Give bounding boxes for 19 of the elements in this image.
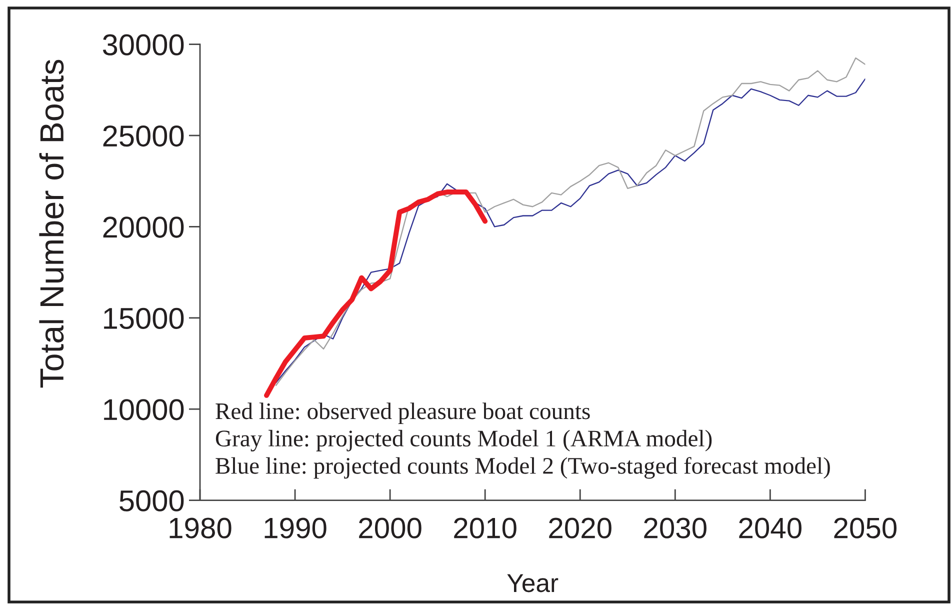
x-axis-title: Year — [507, 574, 558, 592]
annotation: Red line: observed pleasure boat counts — [216, 402, 590, 424]
annotation: Blue line: projected counts Model 2 (Two-staged forecast model) — [216, 457, 830, 479]
x-tick-label: 1980 — [170, 518, 232, 538]
x-tick-label: 2010 — [454, 518, 516, 538]
y-tick-label: 5000 — [120, 490, 184, 512]
annotation: Gray line: projected counts Model 1 (ARMA model) — [216, 430, 712, 452]
x-tick-label: 2000 — [359, 518, 422, 538]
x-tick-label: 2040 — [739, 518, 802, 538]
y-axis-title: Total Number of Boats — [39, 60, 64, 388]
x-tick-label: 2020 — [549, 518, 612, 538]
x-tick-label: 2050 — [834, 518, 897, 538]
y-tick-label: 20000 — [103, 216, 184, 238]
x-tick-label: 1990 — [264, 518, 326, 538]
y-tick-label: 25000 — [103, 125, 184, 147]
x-tick-label: 2030 — [644, 518, 706, 538]
y-tick-label: 10000 — [104, 399, 184, 420]
y-tick-label: 30000 — [102, 34, 184, 56]
y-tick-label: 15000 — [104, 308, 184, 330]
